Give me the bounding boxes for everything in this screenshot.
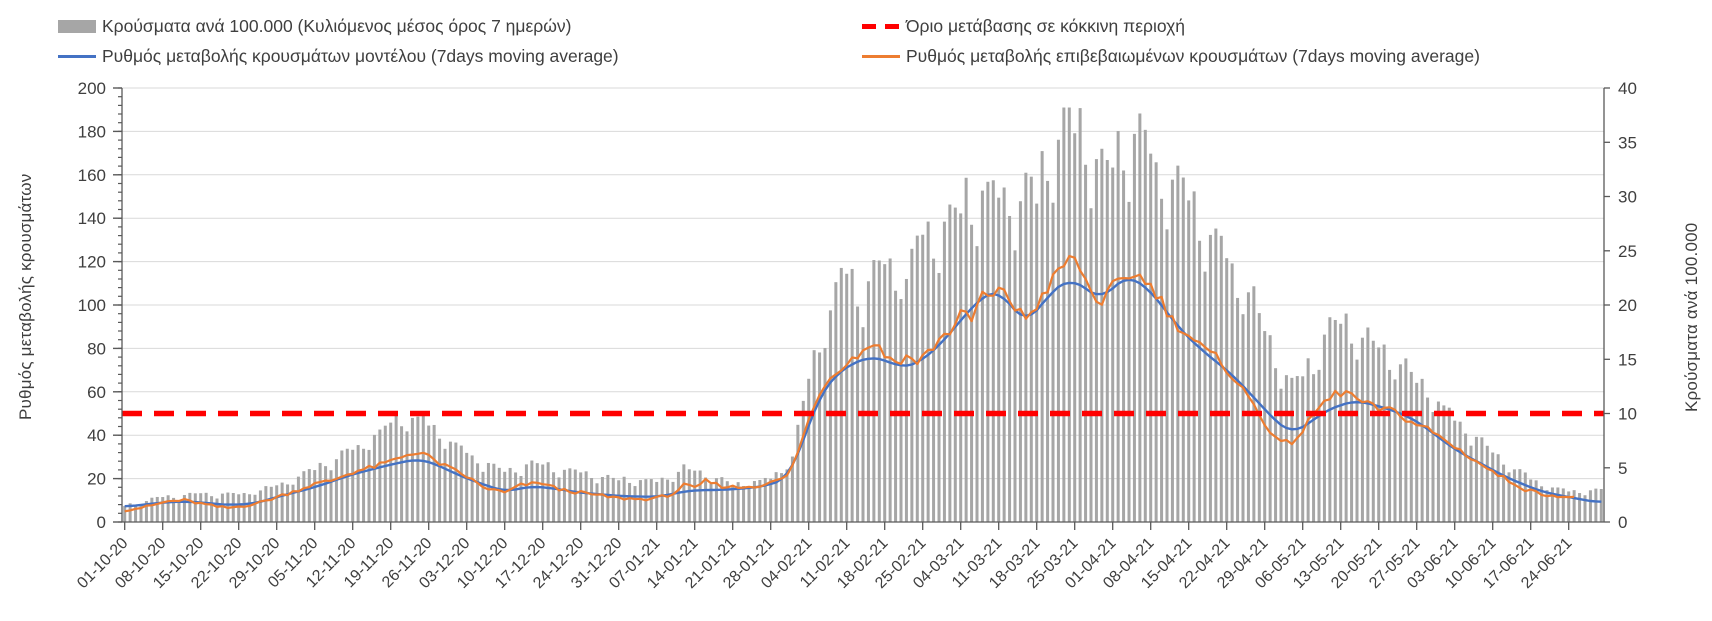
- svg-text:160: 160: [78, 166, 106, 185]
- svg-text:30: 30: [1618, 188, 1637, 207]
- right-axis: 0 5 10 15 20 25 30 35 40: [1604, 79, 1637, 532]
- svg-text:0: 0: [1618, 513, 1627, 532]
- line-swatch-icon: [58, 54, 96, 58]
- left-axis: 0 20 40 60 80 100 120 140 160 180 200: [78, 79, 122, 532]
- line-swatch-icon: [862, 54, 900, 58]
- dashed-line-swatch-icon: [862, 23, 900, 29]
- legend-label-threshold: Όριο μετάβασης σε κόκκινη περιοχή: [906, 15, 1186, 36]
- svg-text:140: 140: [78, 209, 106, 228]
- legend-label-cases: Κρούσματα ανά 100.000 (Κυλιόμενος μέσος …: [102, 15, 572, 36]
- cases-bars-series: [123, 107, 1603, 523]
- svg-text:200: 200: [78, 79, 106, 98]
- svg-text:60: 60: [87, 383, 106, 402]
- left-axis-title: Ρυθμός μεταβολής κρουσμάτων: [16, 173, 35, 420]
- svg-text:0: 0: [97, 513, 106, 532]
- model-rate-line: [124, 278, 1602, 508]
- svg-text:15: 15: [1618, 350, 1637, 369]
- svg-text:100: 100: [78, 296, 106, 315]
- svg-text:40: 40: [87, 426, 106, 445]
- svg-text:5: 5: [1618, 459, 1627, 478]
- legend-item-confirmed-line: Ρυθμός μεταβολής επιβεβαιωμένων κρουσμάτ…: [862, 43, 1480, 69]
- svg-text:120: 120: [78, 253, 106, 272]
- x-axis: 01-10-2008-10-2015-10-2022-10-2029-10-20…: [74, 522, 1576, 592]
- svg-text:80: 80: [87, 339, 106, 358]
- svg-text:10: 10: [1618, 405, 1637, 424]
- bar-swatch-icon: [58, 19, 96, 33]
- svg-text:20: 20: [1618, 296, 1637, 315]
- confirmed-rate-line: [124, 255, 1575, 513]
- svg-text:25: 25: [1618, 242, 1637, 261]
- legend-item-threshold: Όριο μετάβασης σε κόκκινη περιοχή: [862, 13, 1185, 39]
- gridlines: [122, 87, 1604, 480]
- legend-label-model-line: Ρυθμός μεταβολής κρουσμάτων μοντέλου (7d…: [102, 45, 619, 66]
- right-axis-title: Κρούσματα ανά 100.000: [1682, 222, 1701, 412]
- svg-text:180: 180: [78, 122, 106, 141]
- legend-item-model-line: Ρυθμός μεταβολής κρουσμάτων μοντέλου (7d…: [58, 43, 619, 69]
- svg-text:40: 40: [1618, 79, 1637, 98]
- legend-item-cases: Κρούσματα ανά 100.000 (Κυλιόμενος μέσος …: [58, 13, 571, 39]
- legend-label-confirmed-line: Ρυθμός μεταβολής επιβεβαιωμένων κρουσμάτ…: [906, 45, 1480, 66]
- svg-text:20: 20: [87, 470, 106, 489]
- svg-text:35: 35: [1618, 133, 1637, 152]
